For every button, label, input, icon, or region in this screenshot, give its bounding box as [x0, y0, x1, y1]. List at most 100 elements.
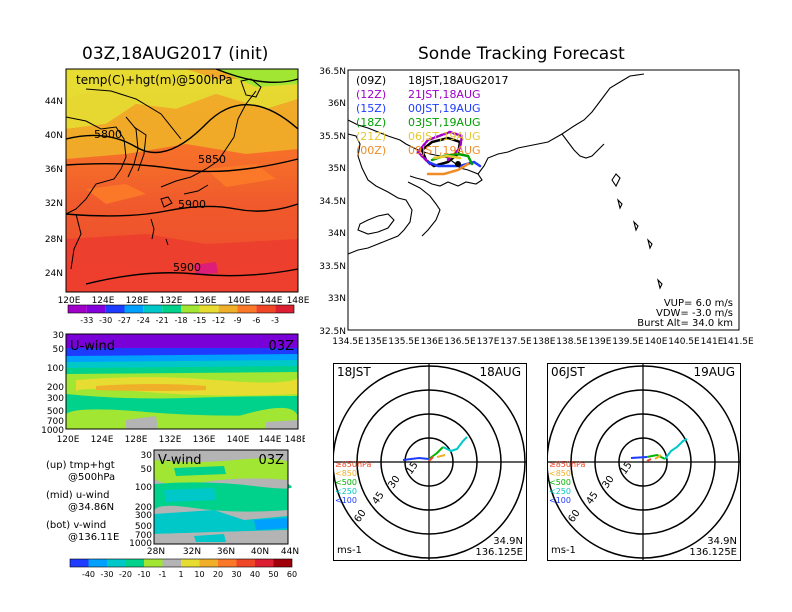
wind-colorbar-label: 60: [287, 570, 297, 579]
wind-colorbar-swatch: [199, 559, 218, 567]
wind-colorbar-label: 20: [213, 570, 223, 579]
vwind-lat-tick: 28N: [147, 547, 165, 557]
uwind-p-tick: 500: [47, 407, 64, 417]
uwind-p-tick: 30: [53, 331, 65, 341]
map500-lon-tick: 128E: [126, 296, 149, 306]
wind-colorbar-swatch: [70, 559, 89, 567]
temp-colorbar-label: -33: [80, 316, 93, 325]
temp-colorbar-swatch: [218, 305, 238, 313]
track-lon-tick: 139E: [589, 337, 612, 347]
track-lon-tick: 138E: [533, 337, 556, 347]
vwind-time: 03Z: [259, 453, 285, 468]
track-legend-run: (15Z): [356, 102, 386, 115]
track-legend-time: 09JST,19AUG: [408, 144, 481, 157]
track-param-vdw: VDW= -3.0 m/s: [656, 308, 733, 319]
track-lon-tick: 136.5E: [444, 337, 476, 347]
level-label: ≥850hPa: [335, 460, 372, 469]
wind-colorbar-swatch: [88, 559, 107, 567]
hodograph-1-levels: ≥850hPa <850 <500 <250 <100: [335, 460, 372, 505]
track-lon-tick: 141E: [701, 337, 724, 347]
track-legend-time: 06JST,19AUG: [408, 130, 481, 143]
temp-colorbar-label: -9: [234, 316, 242, 325]
track-legend-run: (09Z): [356, 74, 386, 87]
track-lat-tick: 33N: [328, 294, 346, 304]
map500-lon-tick: 124E: [92, 296, 115, 306]
wind-colorbar-swatch: [107, 559, 126, 567]
hodograph-2-levels: ≥850hPa <850 <500 <250 <100: [549, 460, 586, 505]
uwind-lon-tick: 120E: [57, 435, 80, 445]
track-lat-tick: 35N: [328, 164, 346, 174]
hodograph-1-time: 18JST: [337, 365, 371, 379]
uwind-time: 03Z: [269, 339, 295, 354]
hodograph-2-date: 19AUG: [693, 365, 735, 379]
legend-note-bot-sub: @136.11E: [68, 532, 120, 543]
right-title: Sonde Tracking Forecast: [418, 44, 625, 64]
uwind-p-tick: 700: [47, 417, 64, 427]
uwind-label: U-wind: [70, 339, 115, 354]
temp-colorbar-swatch: [105, 305, 125, 313]
contour-label-5800: 5800: [94, 128, 122, 141]
track-lon-tick: 137E: [477, 337, 500, 347]
legend-note-up-sub: @500hPa: [68, 472, 116, 483]
map500-lon-tick: 148E: [287, 296, 310, 306]
uwind-p-ticks: 30 50 100 200 300 500 700 1000: [41, 331, 64, 436]
temp-colorbar-label: -27: [118, 316, 131, 325]
hodograph-1-lon: 136.125E: [475, 547, 523, 558]
track-legend-run: (12Z): [356, 88, 386, 101]
track-lon-tick: 138.5E: [556, 337, 588, 347]
hodograph-2-trace: [630, 438, 688, 462]
level-label: ≥850hPa: [549, 460, 586, 469]
contour-label-5900-a: 5900: [178, 198, 206, 211]
temp-colorbar-swatch: [237, 305, 257, 313]
track-lon-tick: 137.5E: [500, 337, 532, 347]
map500-lat-tick: 36N: [45, 165, 63, 175]
uwind-p-tick: 200: [47, 383, 64, 393]
map500-lat-tick: 32N: [45, 199, 63, 209]
track-lat-tick: 34.5N: [319, 197, 346, 207]
track-lat-tick: 32.5N: [319, 327, 346, 337]
track-lon-tick: 136E: [421, 337, 444, 347]
temp-colorbar-swatch: [86, 305, 106, 313]
map500-lon-tick: 136E: [194, 296, 217, 306]
level-label: <100: [335, 496, 357, 505]
legend-note-up: (up) tmp+hgt: [46, 460, 115, 471]
map500-lat-tick: 44N: [45, 97, 63, 107]
wind-colorbar: -40 -30 -20 -10 -1 1 10 20 30 40 50 60: [69, 558, 297, 579]
uwind-lon-tick: 136E: [193, 435, 216, 445]
track-lat-tick: 34N: [328, 229, 346, 239]
wind-colorbar-label: 1: [178, 570, 183, 579]
hodograph-2-lat: 34.9N: [707, 536, 737, 547]
wind-colorbar-label: 50: [268, 570, 278, 579]
temp-colorbar-swatch: [68, 305, 87, 313]
track-lat-ticks: 36.5N 36N 35.5N 35N 34.5N 34N 33.5N 33N …: [319, 67, 346, 337]
track-lon-tick: 141.5E: [722, 337, 754, 347]
vwind-label: V-wind: [158, 453, 202, 468]
temp-colorbar-swatch: [143, 305, 163, 313]
vwind-lat-tick: 40N: [251, 547, 269, 557]
hodograph-2-lon: 136.125E: [689, 547, 737, 558]
map500-panel: 5800 5850 5900 5900 temp(C)+hgt(m)@500hP…: [45, 68, 310, 306]
map500-lat-tick: 28N: [45, 235, 63, 245]
level-label: <500: [549, 478, 571, 487]
map500-lat-tick: 24N: [45, 269, 63, 279]
wind-colorbar-swatch: [125, 559, 144, 567]
hodograph-1: 15 30 45 60 18JST 18AUG ≥850hPa <850 <50…: [333, 363, 527, 561]
uwind-p-tick: 300: [47, 394, 64, 404]
uwind-lon-tick: 144E: [259, 435, 282, 445]
level-label: <850: [549, 469, 571, 478]
level-label: <100: [549, 496, 571, 505]
track-legend-run: (18Z): [356, 116, 386, 129]
track-param-vup: VUP= 6.0 m/s: [664, 298, 733, 309]
hodograph-1-unit: ms-1: [337, 545, 362, 556]
hodograph-2-time: 06JST: [551, 365, 585, 379]
left-title: 03Z,18AUG2017 (init): [82, 44, 269, 64]
track-lon-tick: 140.5E: [668, 337, 700, 347]
uwind-p-tick: 1000: [41, 426, 64, 436]
uwind-lon-tick: 128E: [125, 435, 148, 445]
legend-note-mid: (mid) u-wind: [46, 490, 110, 501]
uwind-p-tick: 100: [47, 364, 64, 374]
track-param-burst: Burst Alt= 34.0 km: [637, 318, 733, 329]
vwind-p-tick: 50: [141, 465, 153, 475]
vwind-p-tick: 200: [135, 503, 152, 513]
wind-colorbar-label: -40: [82, 570, 95, 579]
